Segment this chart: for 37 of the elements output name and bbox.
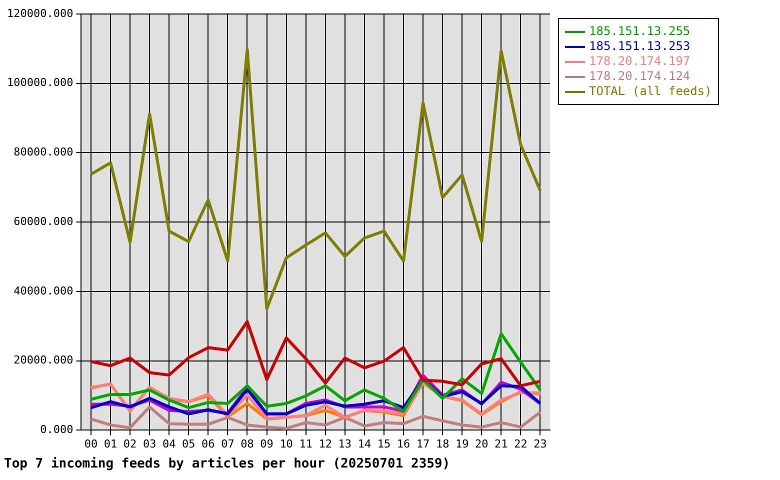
x-tick-label: 18 [436,438,450,451]
x-tick-label: 01 [104,438,118,451]
legend-label: 185.151.13.255 [589,24,690,39]
x-tick-label: 21 [494,438,508,451]
x-tick-label: 02 [123,438,137,451]
y-tick-label: 80000.000 [14,146,74,159]
x-tick-label: 09 [260,438,274,451]
legend-label: 185.151.13.253 [589,39,690,54]
x-tick-label: 12 [318,438,332,451]
x-tick-label: 06 [202,438,215,451]
x-tick-label: 05 [182,438,196,451]
legend-label: 178.20.174.124 [589,69,690,84]
text: Top 7 incoming feeds by articles per hour (20250701 2359) [4,456,450,472]
y-tick-label: 20000.000 [14,354,74,367]
legend-label: 178.20.174.197 [589,54,690,69]
x-tick-label: 17 [416,438,430,451]
x-tick-label: 07 [221,438,234,451]
x-tick-label: 00 [84,438,98,451]
x-tick-label: 16 [396,438,410,451]
x-tick-label: 23 [534,438,547,451]
x-tick-label: 03 [142,438,156,451]
y-tick-label: 60000.000 [14,214,74,228]
x-tick-label: 22 [514,438,528,451]
x-tick-label: 20 [475,438,488,451]
y-tick-label: 120000.000 [6,6,74,20]
x-tick-label: 13 [338,438,352,451]
x-tick-label: 08 [240,438,254,451]
y-tick-label: 100000.000 [6,76,74,90]
x-tick-label: 14 [358,438,372,451]
x-tick-label: 15 [377,438,391,451]
y-tick-label: 0.000 [40,423,74,436]
y-tick-label: 40000.000 [14,284,74,298]
x-tick-label: 04 [162,438,176,451]
x-tick-label: 19 [455,438,469,451]
x-tick-label: 10 [280,438,293,451]
x-tick-label: 11 [299,438,312,451]
legend-label: TOTAL (all feeds) [589,84,712,99]
